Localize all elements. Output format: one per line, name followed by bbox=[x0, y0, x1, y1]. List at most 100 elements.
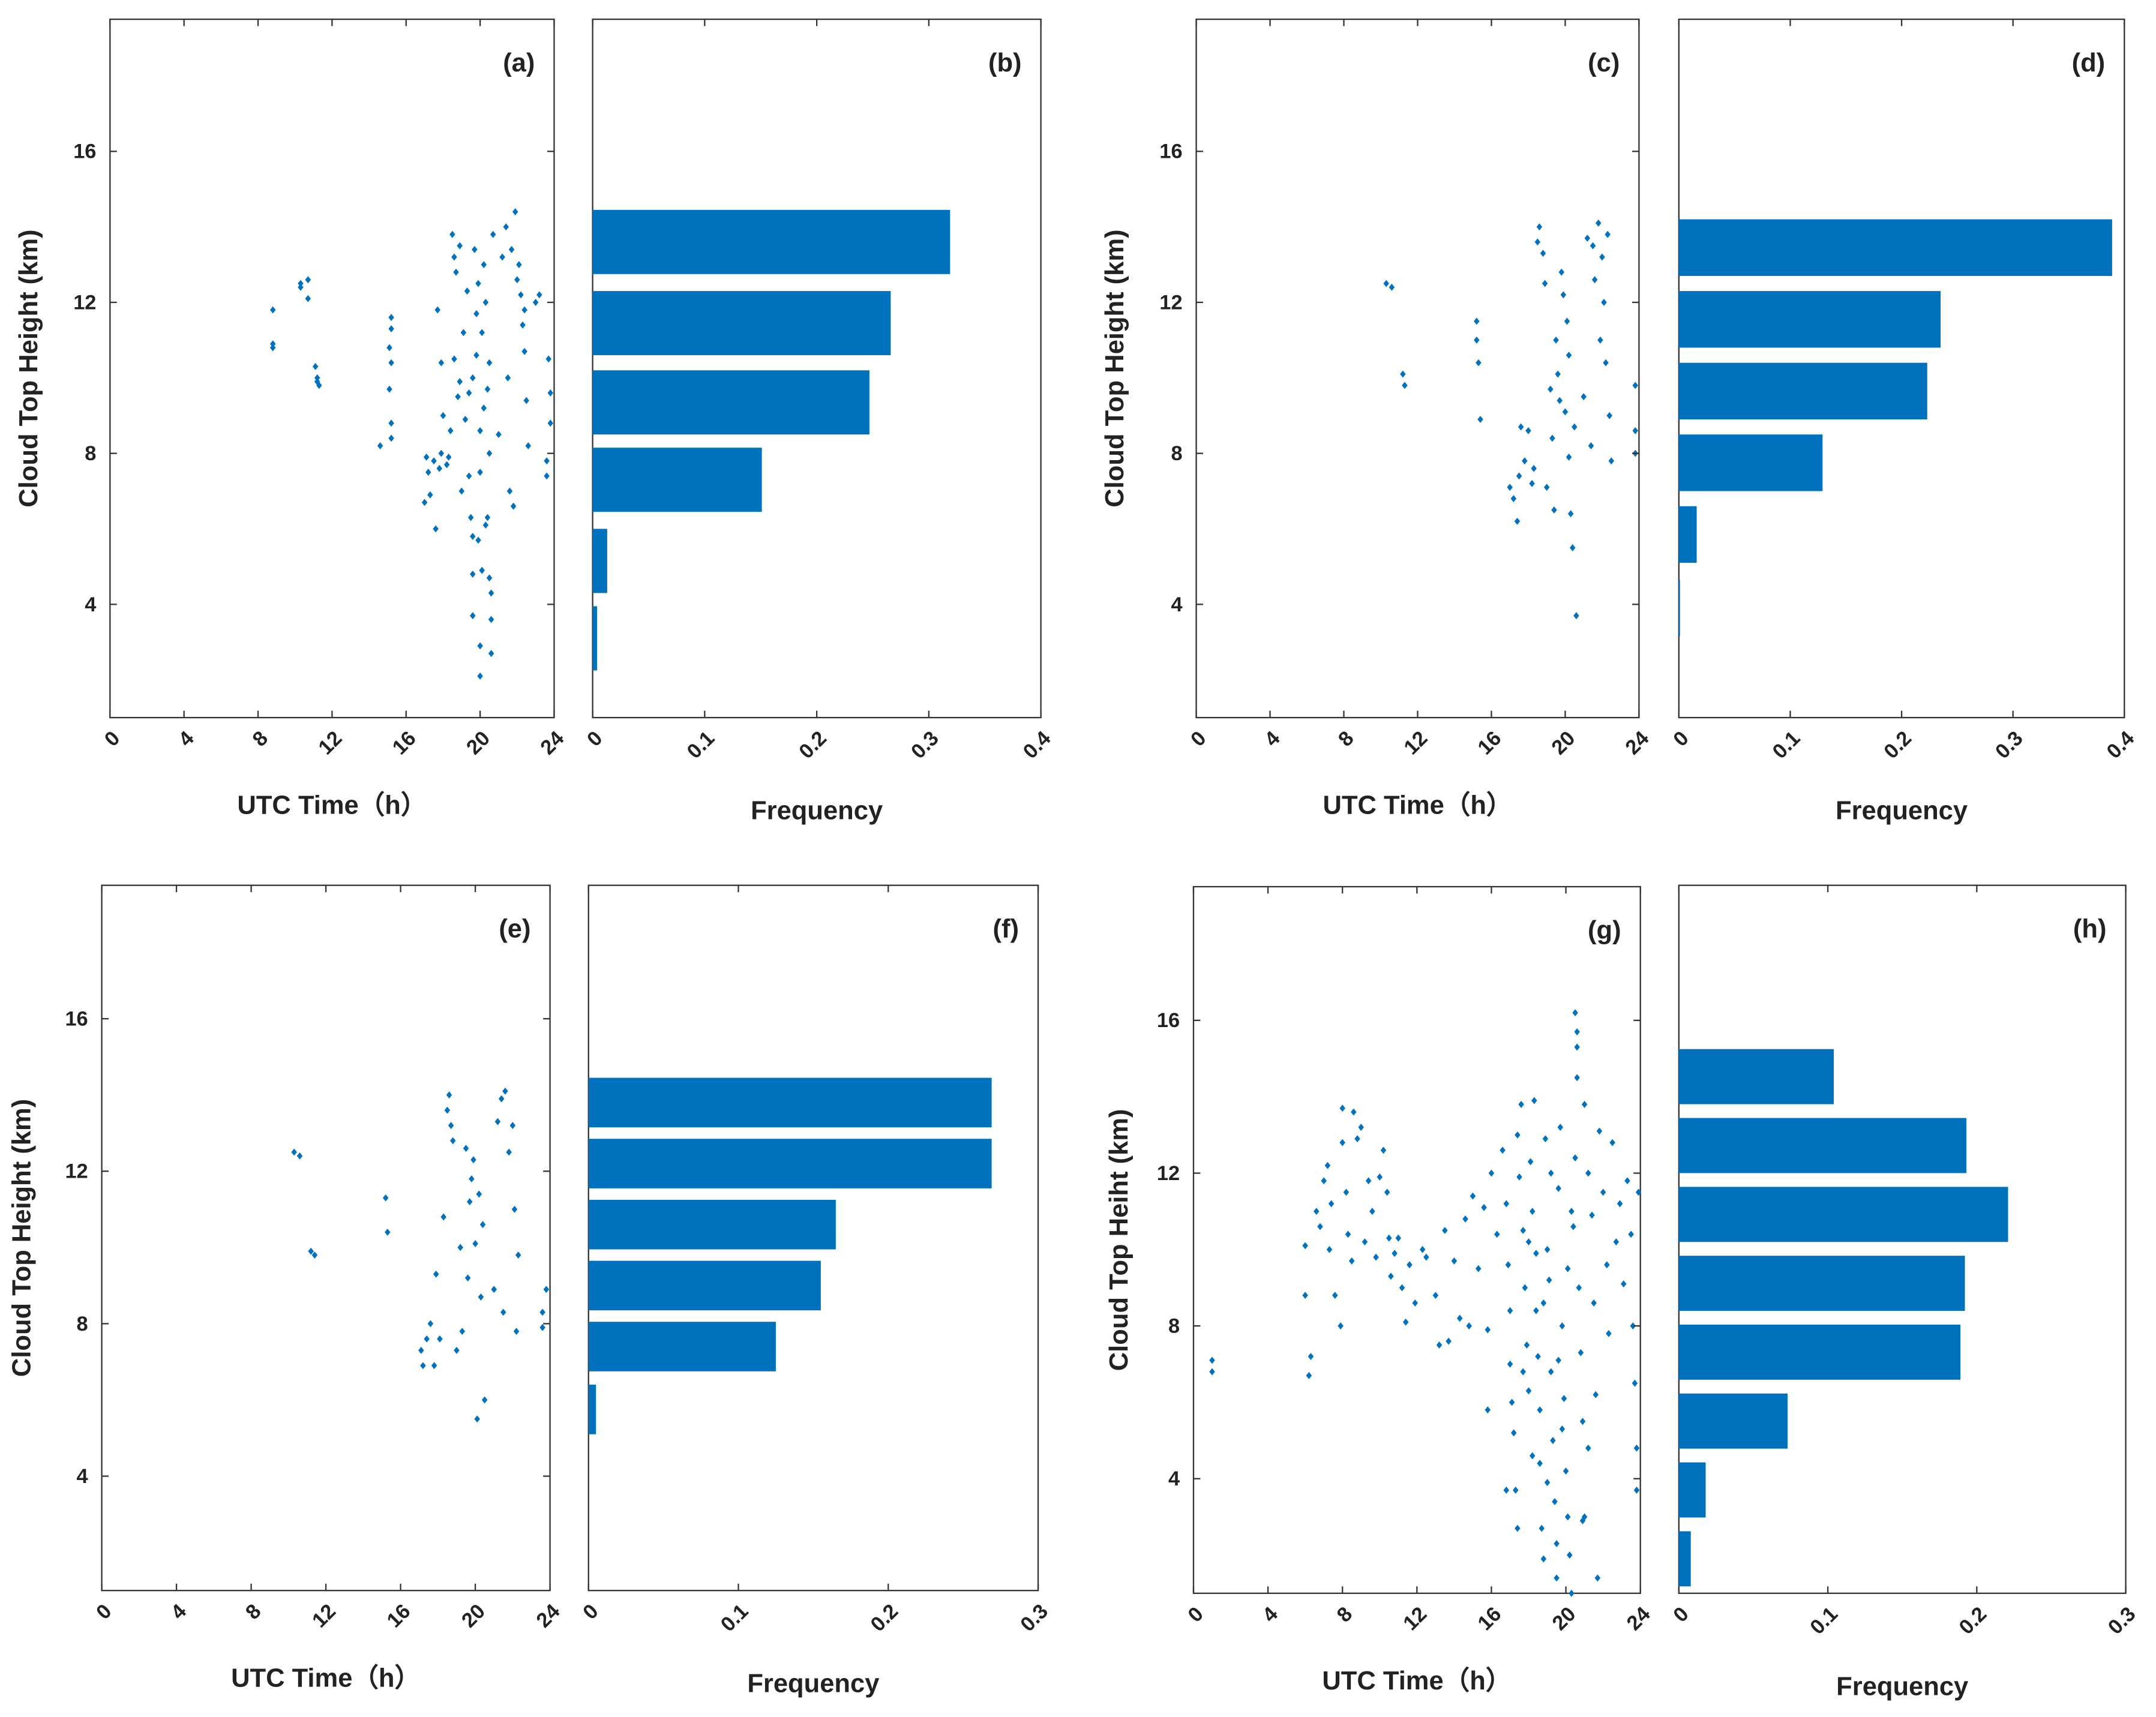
data-point bbox=[508, 245, 515, 253]
data-point bbox=[1633, 1444, 1640, 1452]
data-point bbox=[1632, 427, 1639, 434]
data-point bbox=[544, 472, 550, 480]
data-point bbox=[1608, 457, 1615, 465]
data-point bbox=[513, 1328, 520, 1335]
data-point bbox=[1522, 1284, 1528, 1292]
histogram-bar bbox=[1678, 219, 2112, 276]
data-point bbox=[494, 1118, 501, 1125]
histogram-bar bbox=[588, 1139, 992, 1188]
data-point bbox=[463, 1145, 469, 1152]
x-tick-label: 24 bbox=[1623, 1602, 1655, 1635]
y-tick-label: 8 bbox=[1171, 442, 1183, 465]
y-axis-label: Cloud Top Height (km) bbox=[14, 229, 43, 507]
data-point bbox=[476, 1190, 482, 1198]
data-point bbox=[446, 1091, 452, 1099]
data-point bbox=[1520, 1226, 1526, 1234]
data-point bbox=[1380, 1146, 1387, 1154]
x-tick-label: 0.1 bbox=[1768, 727, 1805, 764]
data-point bbox=[486, 359, 493, 367]
x-tick-label: 0.1 bbox=[716, 1600, 753, 1637]
data-point bbox=[1559, 1425, 1566, 1433]
y-axis-label: Cloud Top Height (km) bbox=[1101, 229, 1129, 507]
histogram-bar bbox=[1678, 580, 1680, 637]
data-point bbox=[1581, 1513, 1588, 1521]
data-point bbox=[477, 672, 483, 680]
data-point bbox=[1209, 1368, 1215, 1376]
x-tick-label: 16 bbox=[1474, 1602, 1506, 1635]
data-point bbox=[1377, 1173, 1383, 1181]
data-point bbox=[1503, 1200, 1510, 1208]
histogram-bar bbox=[1678, 1187, 2008, 1242]
x-tick-label: 0.3 bbox=[1016, 1600, 1052, 1637]
data-point bbox=[1581, 1100, 1588, 1108]
data-point bbox=[505, 374, 511, 382]
data-point bbox=[388, 325, 394, 332]
data-point bbox=[311, 1251, 318, 1259]
data-point bbox=[1477, 416, 1483, 424]
data-point bbox=[1593, 1391, 1599, 1398]
data-point bbox=[314, 374, 320, 382]
data-point bbox=[388, 419, 394, 427]
data-point bbox=[488, 650, 494, 658]
x-tick-label: 0.2 bbox=[866, 1600, 903, 1637]
data-point bbox=[1328, 1200, 1335, 1208]
x-tick-label: 0.3 bbox=[1991, 727, 2028, 764]
data-point bbox=[1317, 1223, 1323, 1230]
x-axis-label: UTC Time（h） bbox=[1322, 1666, 1512, 1695]
histogram-bar bbox=[1678, 1393, 1788, 1449]
data-point bbox=[470, 612, 476, 620]
data-point bbox=[1515, 1524, 1521, 1532]
data-point bbox=[1603, 359, 1609, 367]
data-point bbox=[1591, 1299, 1597, 1307]
data-point bbox=[479, 566, 485, 574]
data-point bbox=[1604, 1261, 1610, 1269]
data-point bbox=[1562, 408, 1569, 416]
x-tick-label: 24 bbox=[1621, 727, 1653, 760]
data-point bbox=[477, 427, 483, 434]
data-point bbox=[1518, 1100, 1524, 1108]
data-point bbox=[1576, 1284, 1582, 1292]
data-point bbox=[1507, 1360, 1513, 1368]
x-tick-label: 16 bbox=[388, 727, 421, 760]
y-tick-label: 4 bbox=[85, 593, 96, 616]
x-axis-label: Frequency bbox=[1836, 797, 1968, 826]
x-tick-label: 24 bbox=[532, 1600, 565, 1632]
x-tick-label: 8 bbox=[1334, 727, 1358, 751]
data-point bbox=[1369, 1208, 1375, 1215]
axes-frame-g bbox=[1192, 885, 1641, 1594]
x-tick-label: 4 bbox=[174, 727, 198, 751]
x-tick-label: 0.1 bbox=[1806, 1602, 1842, 1639]
data-point bbox=[438, 449, 445, 457]
data-point bbox=[1456, 1314, 1463, 1322]
data-point bbox=[1596, 219, 1602, 227]
data-point bbox=[475, 280, 481, 287]
data-point bbox=[1632, 1379, 1638, 1387]
x-tick-label: 12 bbox=[1399, 1602, 1431, 1635]
data-point bbox=[1351, 1108, 1357, 1116]
y-axis-label: Cloud Top Heiht (km) bbox=[1105, 1109, 1134, 1371]
y-tick-label: 8 bbox=[85, 442, 96, 465]
histogram-bar bbox=[592, 209, 950, 274]
histogram-bar bbox=[588, 1260, 821, 1311]
data-point bbox=[1321, 1177, 1327, 1185]
data-point bbox=[525, 442, 532, 450]
data-point bbox=[421, 499, 428, 506]
x-tick-label: 0 bbox=[100, 727, 124, 751]
x-tick-label: 0 bbox=[583, 727, 607, 751]
data-point bbox=[1525, 427, 1531, 434]
data-point bbox=[1529, 1208, 1536, 1215]
histogram-bar bbox=[1678, 1256, 1965, 1311]
y-tick-label: 12 bbox=[1157, 1162, 1180, 1185]
data-point bbox=[488, 616, 494, 623]
data-point bbox=[1549, 434, 1555, 442]
panel-label: (h) bbox=[2073, 915, 2107, 944]
data-point bbox=[1554, 1574, 1560, 1582]
data-point bbox=[459, 1328, 466, 1335]
data-point bbox=[1365, 1177, 1372, 1185]
data-point bbox=[1570, 1223, 1576, 1230]
data-point bbox=[1510, 1429, 1517, 1437]
x-tick-label: 20 bbox=[457, 1600, 490, 1632]
axes-frame-c bbox=[1195, 18, 1640, 719]
data-point bbox=[1551, 506, 1557, 514]
x-axis-label: Frequency bbox=[1836, 1672, 1968, 1701]
